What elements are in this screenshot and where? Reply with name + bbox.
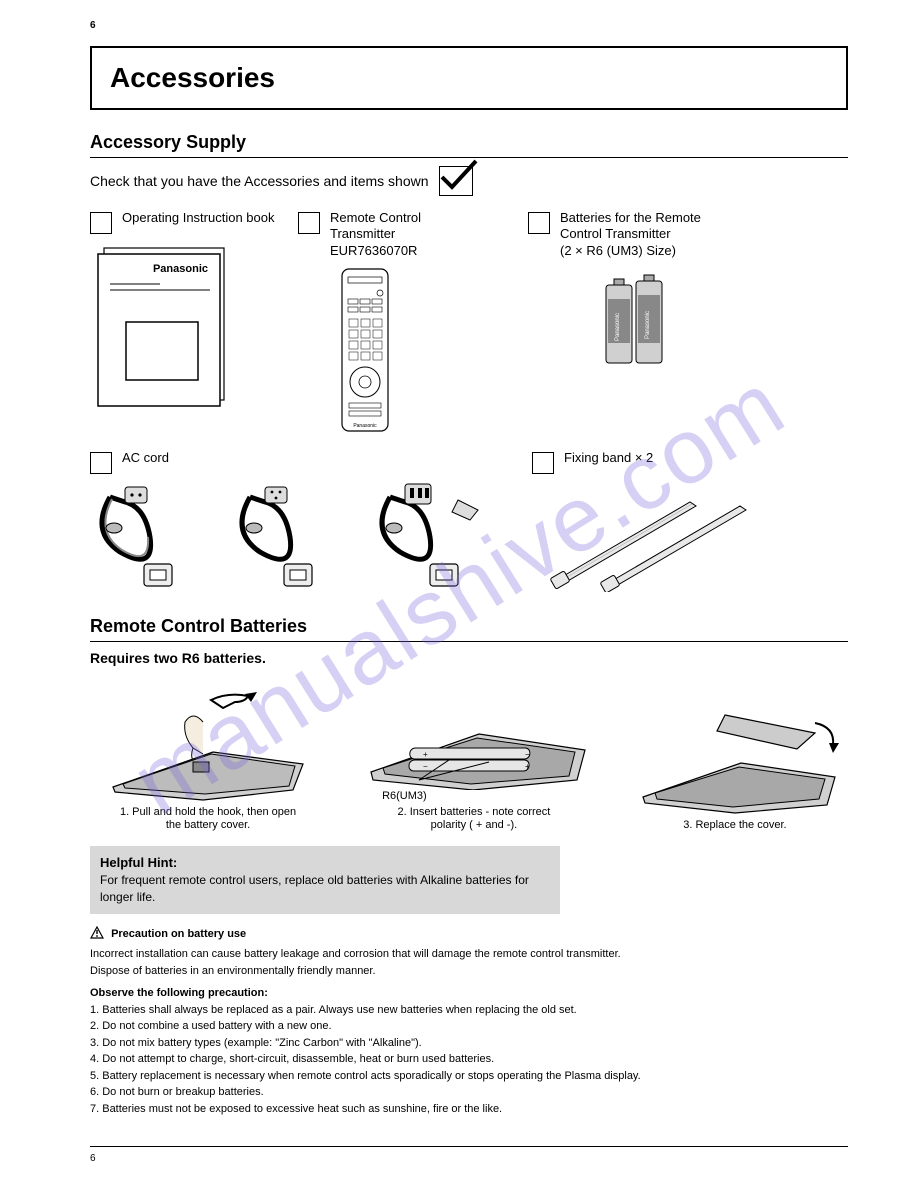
checkbox-icon (532, 452, 554, 474)
precaution-heading: Precaution on battery use (111, 928, 246, 940)
step-2-sublabel: R6(UM3) (382, 790, 427, 802)
step-1-caption: 1. Pull and hold the hook, then open the… (120, 806, 296, 832)
svg-text:Panasonic: Panasonic (645, 311, 651, 339)
tip-body: For frequent remote control users, repla… (100, 872, 550, 906)
cord-icon (370, 482, 510, 592)
label-remote-model: EUR7636070R (330, 243, 421, 259)
label-fixing-band: Fixing band × 2 (564, 450, 653, 466)
illustration-replace-cover (625, 705, 845, 815)
step-2-caption: 2. Insert batteries - note correct polar… (397, 806, 550, 832)
footer-page-number: 6 (90, 1153, 96, 1164)
page-title: Accessories (110, 62, 828, 94)
check-instruction: Check that you have the Accessories and … (90, 166, 848, 196)
precautions-block: Precaution on battery use Incorrect inst… (90, 926, 848, 1118)
illustration-insert-batteries: + − − + (349, 680, 599, 790)
svg-text:Panasonic: Panasonic (353, 423, 377, 429)
item-fixing-band: Fixing band × 2 (532, 450, 792, 592)
section-heading-batteries: Remote Control Batteries (90, 616, 848, 642)
step-2-block: + − − + R6(UM3) 2. Insert batteries - note… (346, 680, 602, 832)
svg-text:−: − (423, 762, 428, 771)
label-remote-tx: Remote Control Transmitter (330, 210, 421, 243)
label-batteries-note: (2 × R6 (UM3) Size) (560, 243, 701, 259)
checkbox-icon (90, 212, 112, 234)
illustration-batteries: Panasonic Panasonic (598, 273, 768, 376)
label-op-instr: Operating Instruction book (122, 210, 274, 226)
check-text: Check that you have the Accessories and … (90, 173, 429, 189)
precaution-observe-heading: Observe the following precaution: (90, 985, 848, 1002)
illustration-manual: Panasonic (90, 242, 286, 413)
checkbox-icon (528, 212, 550, 234)
step-3-caption: 3. Replace the cover. (683, 819, 786, 832)
step-3-block: 3. Replace the cover. (622, 705, 848, 832)
page-number-top: 6 (90, 20, 96, 31)
item-remote-transmitter: Remote Control Transmitter EUR7636070R (298, 210, 516, 438)
checkmark-icon (438, 159, 478, 197)
svg-text:Panasonic: Panasonic (615, 313, 621, 341)
item-batteries: Batteries for the Remote Control Transmi… (528, 210, 768, 438)
checkmark-box (439, 166, 473, 196)
illustration-cords (90, 482, 520, 592)
warning-icon (90, 926, 104, 939)
section-heading-supply: Accessory Supply (90, 132, 848, 158)
accessory-row-1: Operating Instruction book Panasonic Rem… (90, 210, 848, 438)
tip-box: Helpful Hint: For frequent remote contro… (90, 846, 560, 914)
item-power-cords: AC cord (90, 450, 520, 592)
battery-figures-row: 1. Pull and hold the hook, then open the… (90, 680, 848, 832)
precaution-intro: Incorrect installation can cause battery… (90, 946, 848, 979)
svg-text:−: − (525, 750, 530, 759)
label-batteries: Batteries for the Remote Control Transmi… (560, 210, 701, 243)
illustration-fixing-band (540, 482, 792, 592)
footer: 6 (90, 1146, 848, 1164)
illustration-remote: Panasonic (336, 267, 516, 438)
batteries-subheading: Requires two R6 batteries. (90, 650, 848, 666)
illustration-open-cover (93, 692, 323, 802)
brand-label: Panasonic (153, 263, 208, 275)
cord-icon (230, 482, 360, 592)
precaution-list: 1. Batteries shall always be replaced as… (90, 1002, 848, 1118)
title-box: Accessories (90, 46, 848, 110)
checkbox-icon (90, 452, 112, 474)
item-operating-instructions: Operating Instruction book Panasonic (90, 210, 286, 438)
step-1-block: 1. Pull and hold the hook, then open the… (90, 692, 326, 832)
svg-text:+: + (423, 750, 428, 759)
cord-icon (90, 482, 220, 592)
accessory-row-2: AC cord (90, 450, 848, 592)
svg-text:+: + (525, 762, 530, 771)
checkbox-icon (298, 212, 320, 234)
tip-title: Helpful Hint: (100, 854, 550, 872)
label-power-cords: AC cord (122, 450, 169, 466)
